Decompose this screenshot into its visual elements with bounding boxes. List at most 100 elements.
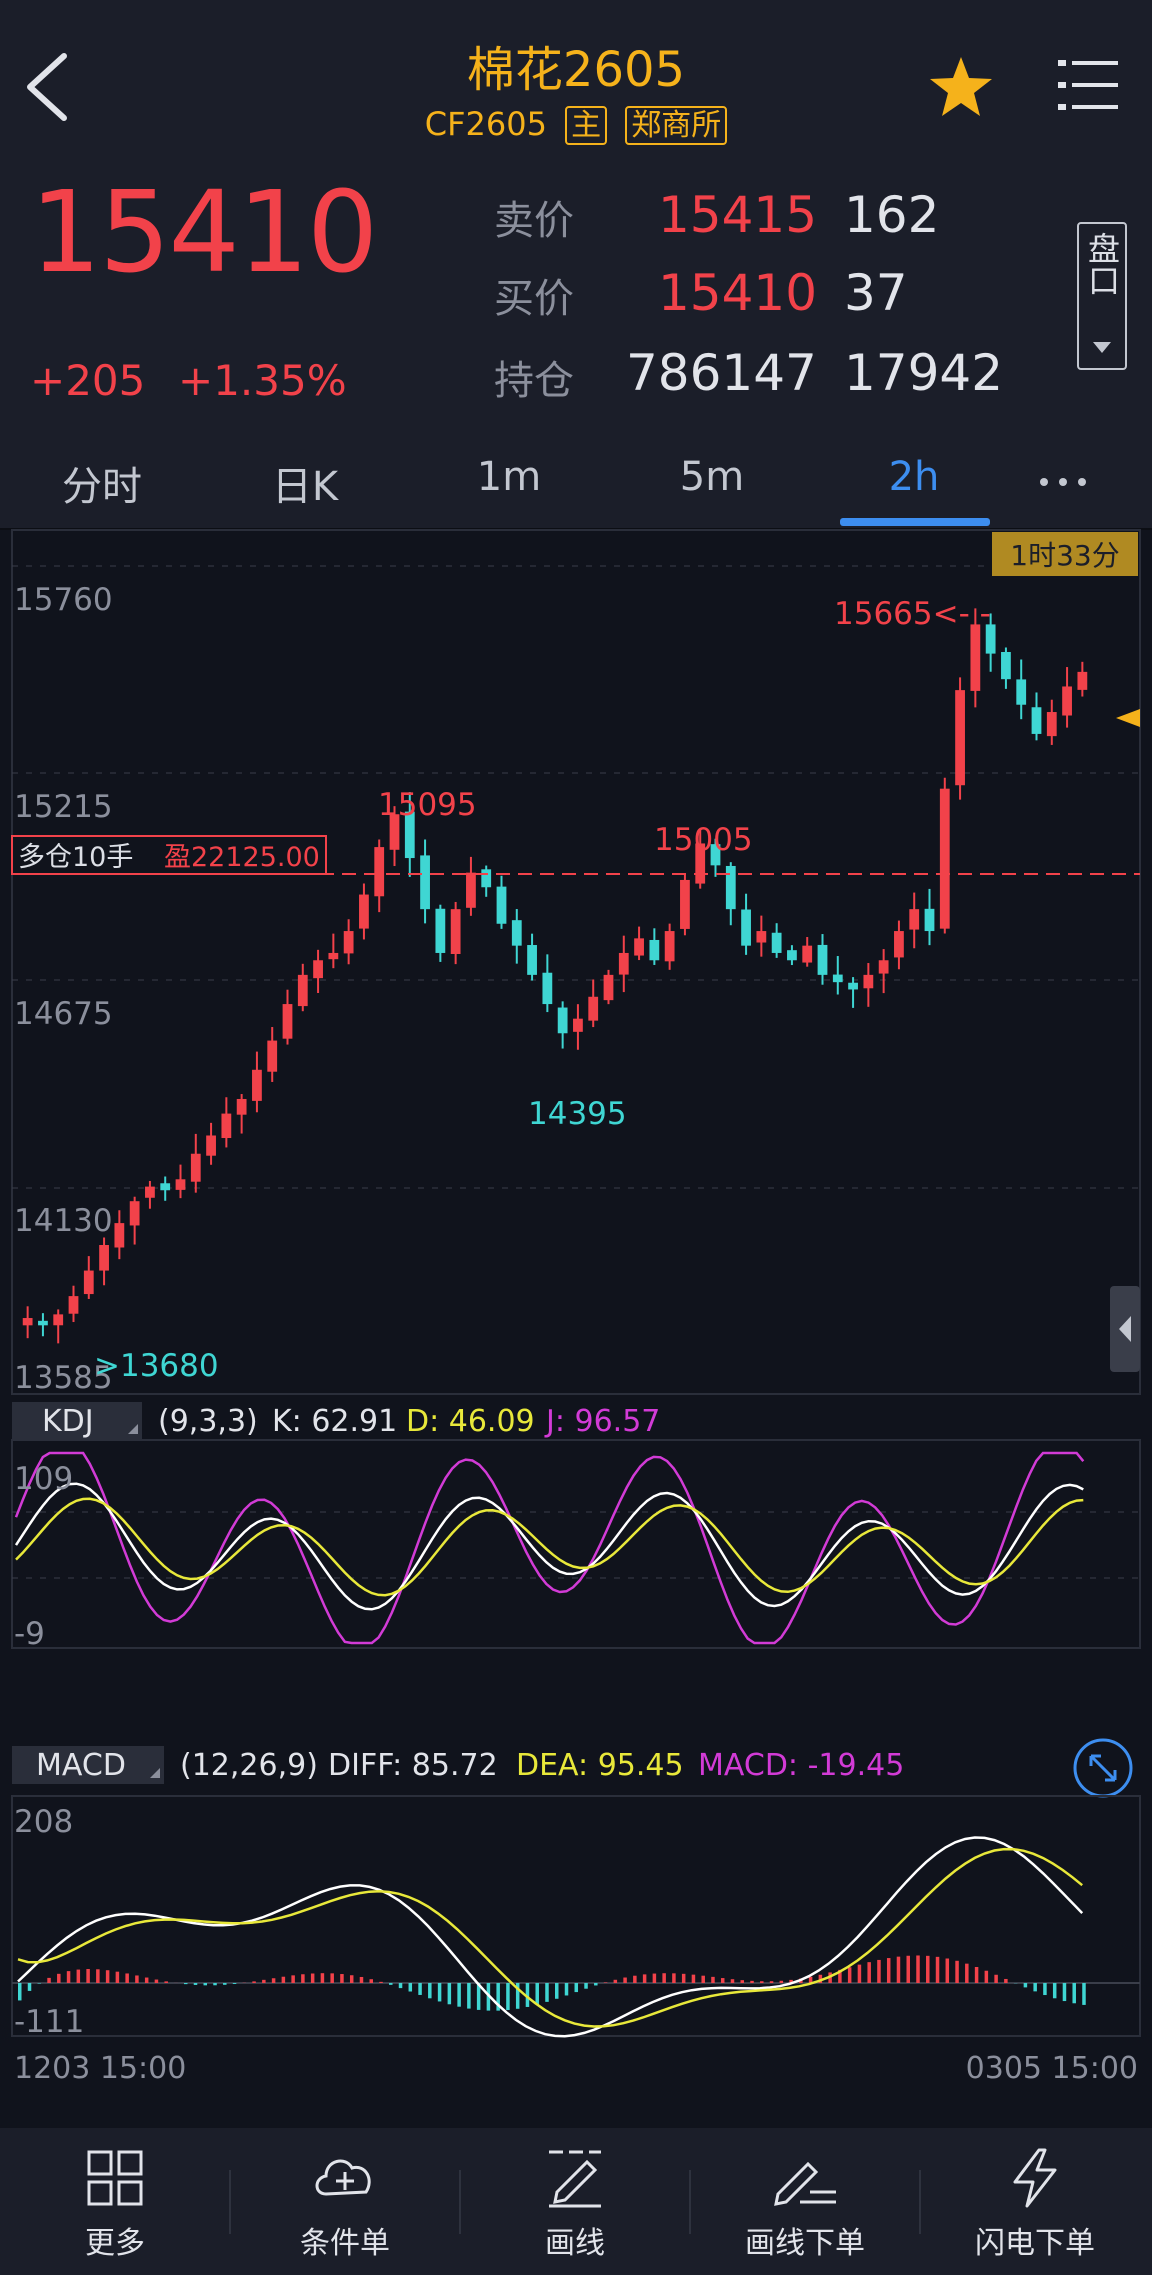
macd-bar bbox=[457, 1983, 461, 2007]
macd-lines bbox=[17, 1836, 1084, 2038]
candle-body bbox=[756, 931, 767, 943]
macd-bar bbox=[877, 1959, 881, 1983]
back-arrow-icon[interactable] bbox=[22, 50, 72, 124]
candle-body bbox=[99, 1245, 109, 1271]
candle-body bbox=[680, 879, 690, 929]
macd-bar bbox=[1023, 1983, 1028, 1988]
macd-y-bottom: -111 bbox=[14, 2004, 84, 2040]
exchange-badge: 郑商所 bbox=[625, 106, 728, 145]
candle-body bbox=[527, 945, 537, 975]
macd-bar bbox=[213, 1983, 217, 1986]
macd-bar bbox=[662, 1973, 666, 1983]
tab-2h[interactable]: 2h bbox=[888, 454, 940, 500]
macd-bar bbox=[720, 1978, 725, 1983]
favorite-star-icon[interactable] bbox=[928, 55, 994, 119]
candle-body bbox=[618, 952, 629, 975]
tab-1m[interactable]: 1m bbox=[476, 454, 542, 500]
last-price: 15410 bbox=[30, 168, 378, 298]
macd-frame bbox=[11, 1795, 1141, 2037]
macd-bar bbox=[789, 1979, 793, 1983]
macd-dea-line bbox=[17, 1847, 1083, 2028]
macd-bar bbox=[672, 1973, 676, 1983]
macd-bar bbox=[760, 1981, 764, 1983]
macd-diff-value: DIFF: 85.72 bbox=[328, 1748, 498, 1783]
macd-bar bbox=[271, 1978, 276, 1983]
cloud-plus-icon bbox=[315, 2159, 371, 2196]
macd-bar bbox=[115, 1971, 120, 1983]
macd-bar bbox=[476, 1983, 481, 2010]
tab-daily-k[interactable]: 日K bbox=[271, 464, 339, 510]
macd-bar bbox=[779, 1980, 784, 1983]
order-book-button[interactable]: 盘口 bbox=[1077, 222, 1127, 370]
last-price-marker-icon bbox=[1116, 709, 1140, 727]
candle-body bbox=[38, 1320, 48, 1326]
macd-bar bbox=[886, 1958, 891, 1983]
macd-bar bbox=[838, 1969, 842, 1983]
macd-bar bbox=[857, 1964, 862, 1983]
macd-bar bbox=[515, 1983, 520, 2009]
macd-bar bbox=[574, 1983, 579, 1993]
chart-area[interactable]: 1时33分 15760 15215 14675 14130 13585 1566… bbox=[0, 528, 1152, 2128]
macd-bar bbox=[633, 1975, 637, 1983]
tab-5m[interactable]: 5m bbox=[679, 454, 745, 500]
ask-price: 15415 bbox=[658, 186, 818, 244]
macd-bar bbox=[1052, 1983, 1057, 1999]
candle-body bbox=[374, 847, 385, 897]
top-navigation-bar: 棉花2605 CF2605 主 郑商所 bbox=[0, 0, 1152, 168]
kdj-lines bbox=[14, 1451, 1085, 1645]
menu-icon[interactable] bbox=[1058, 58, 1120, 112]
macd-bar bbox=[223, 1983, 227, 1985]
candle-body bbox=[404, 811, 415, 859]
candle-body bbox=[129, 1201, 140, 1226]
macd-bar bbox=[926, 1955, 930, 1983]
kdj-j-value: J: 96.57 bbox=[544, 1404, 660, 1439]
more-tabs-icon[interactable] bbox=[1038, 476, 1088, 488]
macd-bar bbox=[740, 1980, 745, 1983]
macd-bar bbox=[47, 1977, 51, 1983]
candle-body bbox=[710, 844, 721, 866]
candle-body bbox=[664, 931, 675, 962]
kdj-k-value: K: 62.91 bbox=[272, 1404, 397, 1439]
position-box[interactable] bbox=[11, 835, 327, 875]
macd-selector[interactable] bbox=[12, 1746, 164, 1784]
candle-body bbox=[542, 972, 553, 1005]
candle-body bbox=[435, 908, 446, 953]
kdj-j-line bbox=[14, 1451, 1085, 1645]
macd-bar bbox=[906, 1955, 910, 1983]
macd-bar bbox=[428, 1983, 432, 1999]
kdj-y-top: 109 bbox=[14, 1461, 73, 1497]
candle-body bbox=[649, 939, 660, 961]
open-interest-change: 17942 bbox=[844, 344, 1004, 402]
flash-order-button[interactable]: 闪电下单 bbox=[945, 2148, 1125, 2262]
kdj-selector[interactable] bbox=[12, 1402, 142, 1440]
bid-volume: 37 bbox=[844, 264, 908, 322]
candle-body bbox=[481, 869, 492, 888]
candle-body bbox=[771, 932, 782, 953]
macd-dropdown-icon bbox=[150, 1768, 160, 1778]
macd-bar bbox=[945, 1958, 950, 1983]
macd-bar bbox=[642, 1974, 647, 1983]
candle-body bbox=[832, 974, 843, 983]
more-button[interactable]: 更多 bbox=[25, 2148, 205, 2262]
y-label-2: 15215 bbox=[14, 789, 113, 825]
macd-name: MACD bbox=[36, 1748, 126, 1783]
macd-bar bbox=[594, 1983, 598, 1986]
conditional-order-button[interactable]: 条件单 bbox=[255, 2148, 435, 2262]
macd-bar bbox=[535, 1983, 539, 2005]
macd-bar bbox=[1043, 1983, 1047, 1996]
draw-line-order-button[interactable]: 画线下单 bbox=[715, 2148, 895, 2262]
tab-fenshi[interactable]: 分时 bbox=[62, 464, 142, 510]
macd-bar bbox=[291, 1975, 295, 1983]
macd-dea-value: DEA: 95.45 bbox=[516, 1748, 684, 1783]
candle-body bbox=[145, 1186, 155, 1198]
candle-body bbox=[1062, 686, 1072, 716]
macd-bar bbox=[447, 1983, 452, 2005]
draw-line-button[interactable]: 画线 bbox=[485, 2148, 665, 2262]
macd-bar bbox=[232, 1983, 237, 1984]
kdj-d-line bbox=[15, 1497, 1084, 1597]
candle-body bbox=[450, 909, 461, 955]
candle-body bbox=[114, 1223, 125, 1248]
macd-bar bbox=[467, 1983, 471, 2009]
candle-body bbox=[313, 960, 323, 979]
candle-body bbox=[787, 950, 797, 961]
